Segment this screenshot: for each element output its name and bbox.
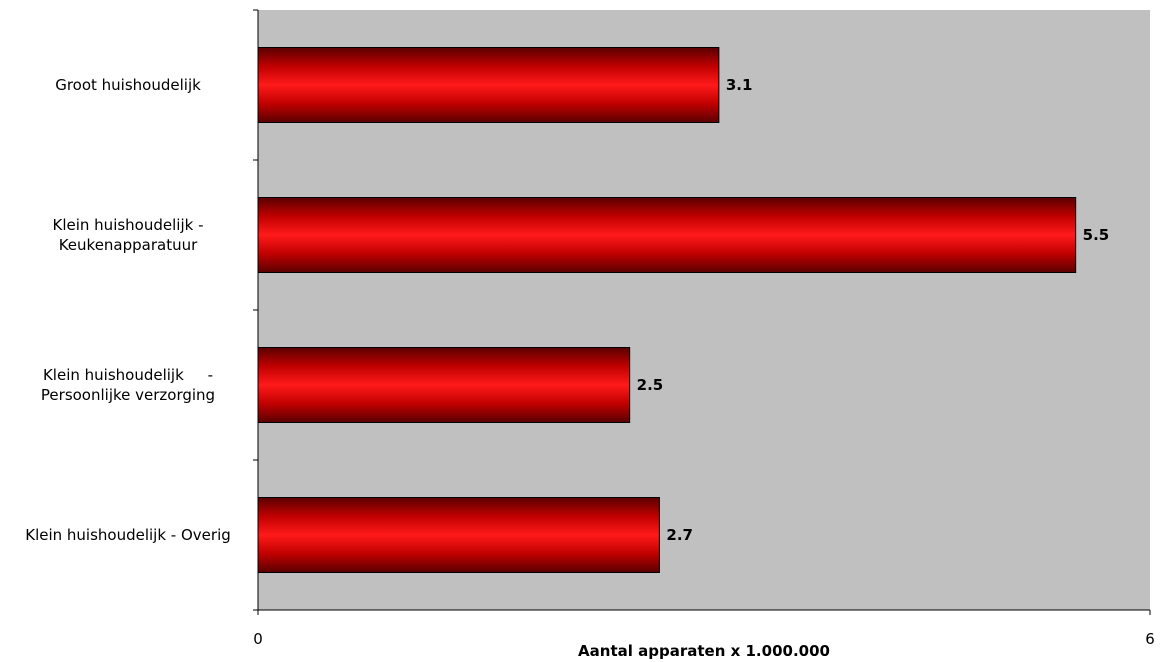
y-axis-ticks	[253, 9, 258, 611]
bar	[257, 197, 1077, 273]
value-labels: 3.1 5.5 2.5 2.7	[637, 76, 1110, 544]
category-labels: Groot huishoudelijk Klein huishoudelijk -…	[25, 76, 231, 544]
x-tick-label: 6	[1145, 630, 1155, 648]
category-label: Klein huishoudelijk -Persoonlijke verzor…	[41, 366, 215, 404]
x-tick-label: 0	[253, 630, 263, 648]
bar	[257, 347, 631, 423]
x-axis-title: Aantal apparaten x 1.000.000	[578, 642, 830, 660]
bar-value-label: 3.1	[726, 76, 753, 94]
bar-value-label: 5.5	[1083, 226, 1110, 244]
bars	[257, 47, 1077, 573]
category-label: Klein huishoudelijk -Keukenapparatuur	[53, 216, 204, 254]
bar-value-label: 2.7	[666, 526, 693, 544]
category-label: Klein huishoudelijk - Overig	[25, 526, 231, 544]
bar	[257, 497, 660, 573]
bar-value-label: 2.5	[637, 376, 664, 394]
bar	[257, 47, 720, 123]
category-label: Groot huishoudelijk	[55, 76, 201, 94]
